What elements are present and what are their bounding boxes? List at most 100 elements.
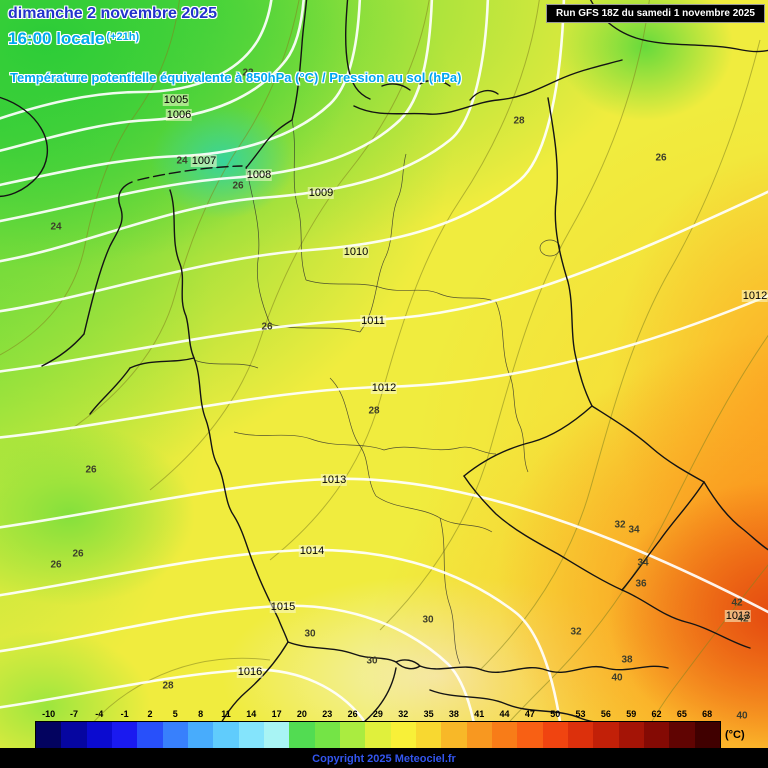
scale-value: 68 [702,709,713,719]
scale-cell: 47 [517,709,543,748]
run-info-box: Run GFS 18Z du samedi 1 novembre 2025 [546,4,765,23]
isobar-1015 [0,604,482,768]
scale-cell: -7 [61,709,87,748]
footer-bar: Copyright 2025 Meteociel.fr [0,748,768,768]
state-border-path [233,431,385,451]
contour-line [0,0,180,356]
coastline-belgium [41,333,85,367]
scale-value: -10 [42,709,56,719]
scale-value: 44 [499,709,510,719]
scale-cell: 17 [263,709,290,748]
scale-cell: -10 [36,709,62,748]
scale-cell: 29 [365,709,391,748]
coastline-england [0,96,49,197]
border-de-at [419,665,669,674]
scale-cell: 11 [213,709,239,748]
state-border-path [359,153,407,333]
scale-cell: 8 [187,709,214,748]
scale-value: 17 [271,709,282,719]
contour-line [479,39,761,671]
border-cz-ne [591,405,705,483]
scale-value: 29 [372,709,383,719]
state-border-path [245,165,271,325]
scale-value: 62 [651,709,662,719]
copyright-link[interactable]: Copyright 2025 Meteociel.fr [312,753,456,765]
border-sk [703,481,768,551]
state-border-path [439,517,461,665]
scale-value: -1 [120,709,129,719]
scale-value: 65 [676,709,687,719]
border-de-fr [193,357,289,643]
isobar-1014 [0,548,567,768]
isobar-1006 [0,0,305,153]
scale-cell: 56 [593,709,619,748]
isobar-1013 [0,477,768,614]
contour-line [69,0,300,431]
border-de-pl [547,97,593,407]
border-cz-nw [463,405,593,477]
scale-cell: 41 [466,709,492,748]
isobar-1007 [0,0,362,187]
contour-line [472,334,768,768]
scale-value: 2 [147,709,153,719]
scale-value: 20 [296,709,307,719]
scale-value: 56 [600,709,611,719]
time-label: 16:00 locale (+21h) [8,29,139,49]
contour-line [269,0,540,561]
isobar-1005 [0,0,273,120]
scale-cell: 65 [669,709,695,748]
scale-cell: 35 [415,709,442,748]
coastline-baltic [353,59,623,115]
scale-value: 50 [550,709,561,719]
scale-value: 38 [448,709,459,719]
scale-value: 41 [474,709,485,719]
scale-cell: 20 [289,709,315,748]
border-nl-be [129,357,195,369]
state-border-path [291,119,307,281]
state-borders [193,119,561,665]
state-border-path [383,446,497,455]
isobar-1010 [0,0,566,313]
scale-cell: 2 [137,709,163,748]
lake-constance [395,659,421,670]
state-border-path [539,239,561,257]
scale-value: 5 [172,709,178,719]
scale-cell: 38 [441,709,467,748]
scale-unit-label: (°C) [725,729,745,741]
coastline-danish-islands [381,79,451,91]
date-label: dimanche 2 novembre 2025 [8,5,217,22]
scale-cell: 59 [618,709,644,748]
scale-value: 14 [246,709,257,719]
scale-cell: -4 [86,709,112,748]
scale-cell: 53 [567,709,594,748]
scale-value: 23 [322,709,333,719]
time-text: 16:00 locale [8,29,105,48]
border-ch-de [287,641,397,663]
coastline-german-bight [245,119,293,169]
scale-cell: 5 [162,709,188,748]
scale-value: 35 [423,709,434,719]
scale-value: 8 [198,709,204,719]
scale-value: -4 [95,709,104,719]
color-scale: -10 -7 -4 -1 2 5 8 11 14 17 20 23 26 29 32 35 38 41 44 47 50… [35,709,745,749]
map-subtitle: Température potentielle équivalente à 85… [10,70,462,85]
scale-value: 32 [398,709,409,719]
scale-cell: 14 [238,709,264,748]
scale-cell: 62 [643,709,670,748]
scale-cell: 44 [491,709,518,748]
scale-value: 26 [347,709,358,719]
scale-cell: 32 [390,709,416,748]
scale-value: 59 [626,709,637,719]
scale-cell: 26 [339,709,366,748]
scale-value: 53 [575,709,586,719]
state-border-path [375,495,493,533]
scale-value: 11 [221,709,231,719]
coastline-ruegen [469,89,499,101]
scale-cell: 23 [314,709,340,748]
coastline-netherlands [83,181,133,335]
